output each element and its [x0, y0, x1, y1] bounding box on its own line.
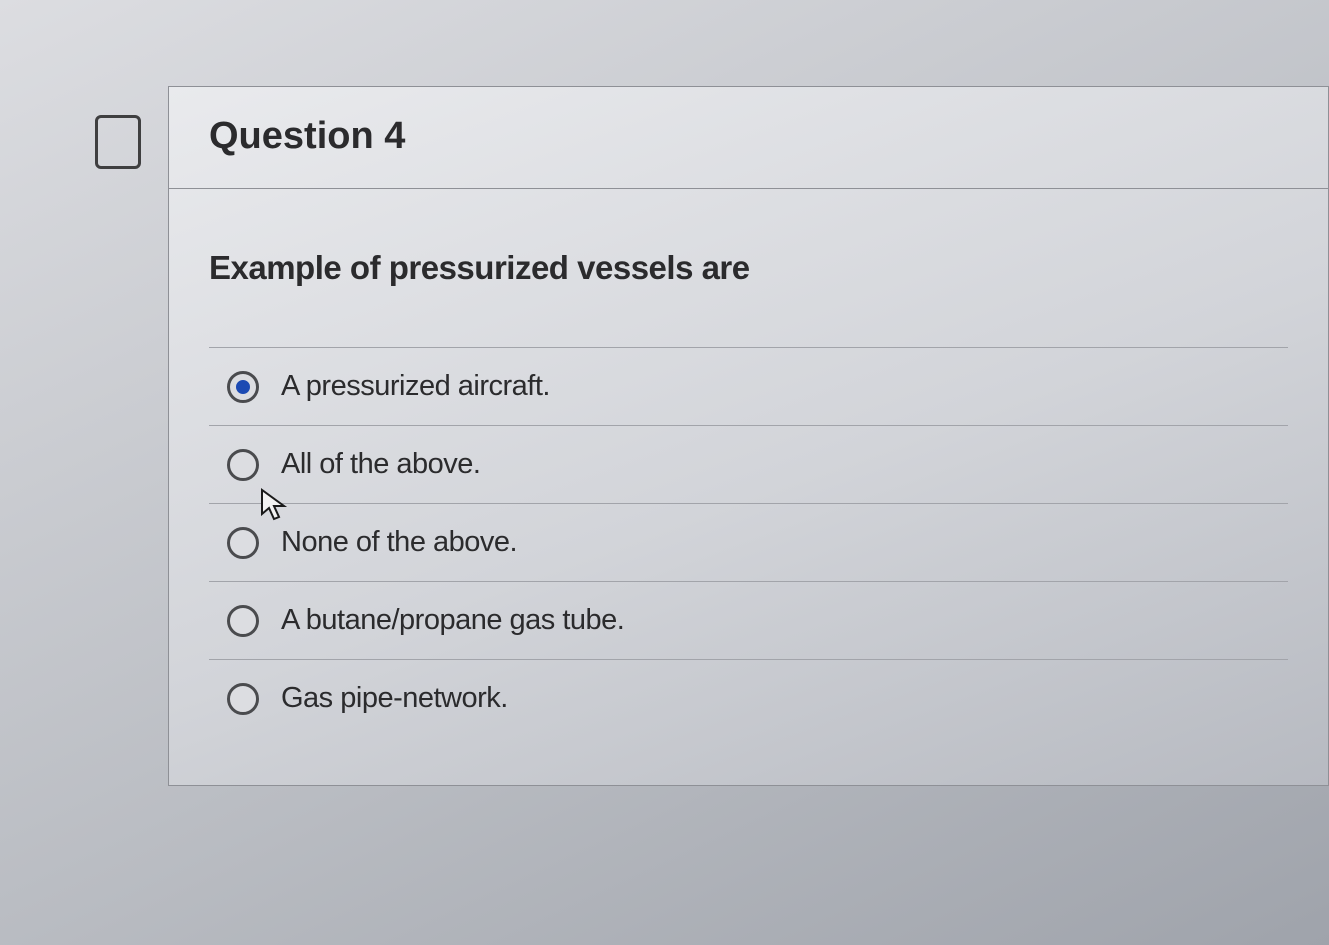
flag-icon[interactable]: [95, 115, 141, 169]
radio-icon[interactable]: [227, 605, 259, 637]
question-header: Question 4: [169, 87, 1328, 189]
option-label: None of the above.: [281, 526, 517, 559]
option-row-3[interactable]: A butane/propane gas tube.: [209, 582, 1288, 660]
quiz-page: Question 4 Example of pressurized vessel…: [0, 0, 1329, 945]
option-row-4[interactable]: Gas pipe-network.: [209, 660, 1288, 755]
radio-icon[interactable]: [227, 683, 259, 715]
radio-icon[interactable]: [227, 449, 259, 481]
option-row-2[interactable]: None of the above.: [209, 504, 1288, 582]
radio-selected-icon[interactable]: [227, 371, 259, 403]
option-label: A butane/propane gas tube.: [281, 604, 624, 637]
options-list: A pressurized aircraft. All of the above…: [209, 347, 1288, 755]
option-row-0[interactable]: A pressurized aircraft.: [209, 348, 1288, 426]
question-card: Question 4 Example of pressurized vessel…: [168, 86, 1329, 786]
option-label: All of the above.: [281, 448, 480, 481]
question-prompt: Example of pressurized vessels are: [209, 249, 1288, 287]
option-label: Gas pipe-network.: [281, 682, 508, 715]
option-row-1[interactable]: All of the above.: [209, 426, 1288, 504]
question-body: Example of pressurized vessels are A pre…: [169, 189, 1328, 785]
radio-icon[interactable]: [227, 527, 259, 559]
option-label: A pressurized aircraft.: [281, 370, 550, 403]
